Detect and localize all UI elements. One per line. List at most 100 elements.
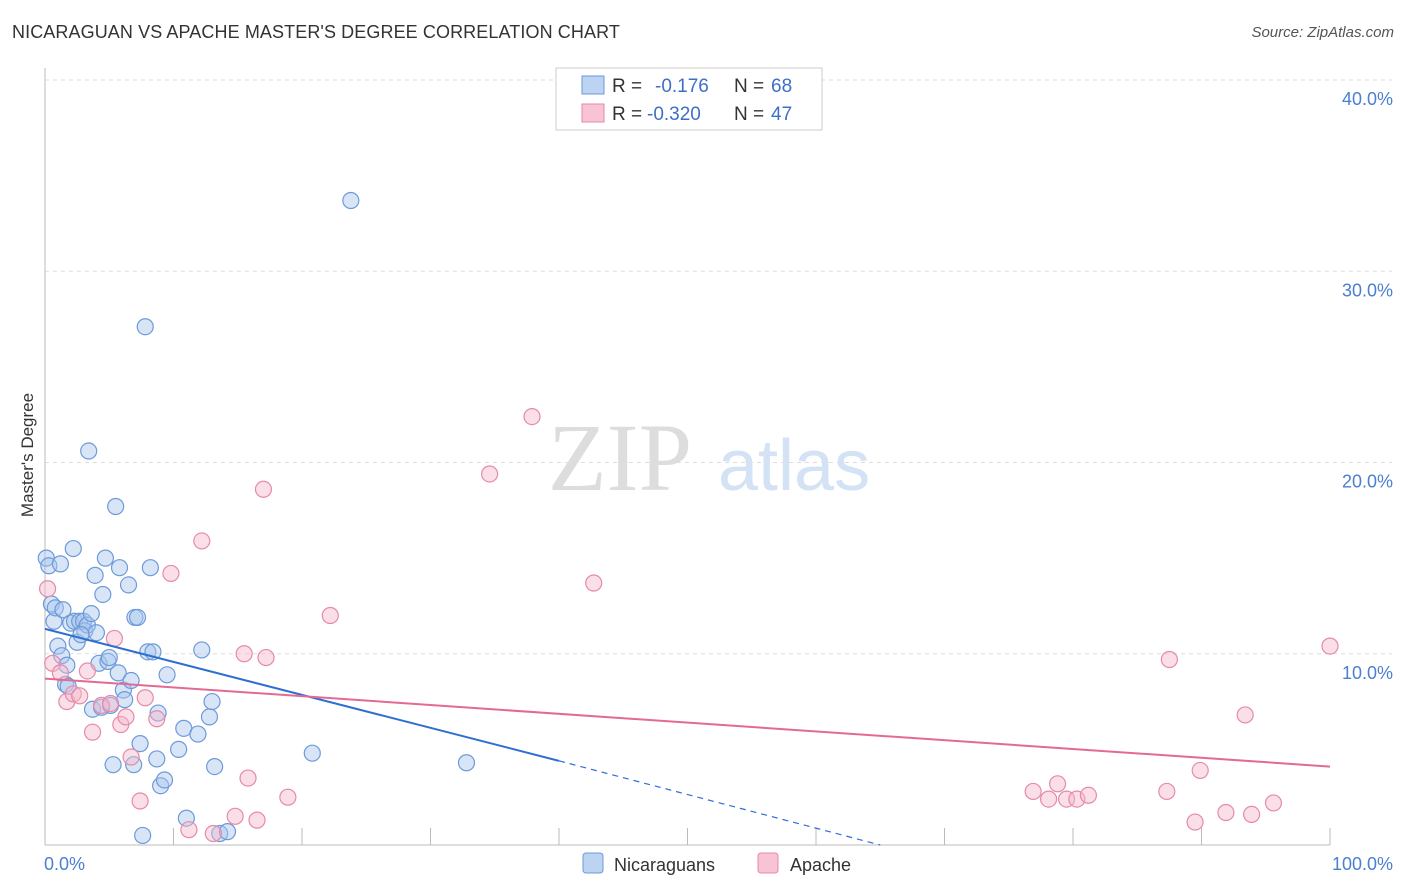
apache-point bbox=[162, 564, 180, 583]
apache-point bbox=[254, 480, 273, 498]
apache-point bbox=[83, 723, 102, 741]
x-tick-label: 0.0% bbox=[44, 854, 85, 874]
apache-point bbox=[148, 710, 166, 728]
series-legend: Nicaraguans Apache bbox=[582, 852, 851, 875]
legend-swatch-pink bbox=[581, 103, 605, 123]
data-points bbox=[37, 191, 1339, 845]
apache-point bbox=[226, 807, 244, 825]
watermark-atlas: atlas bbox=[718, 426, 870, 506]
apache-point bbox=[136, 689, 154, 707]
nicaraguans-point bbox=[107, 497, 125, 516]
apache-point bbox=[481, 465, 499, 483]
nicaraguans-point bbox=[54, 601, 72, 619]
apache-point bbox=[78, 662, 97, 680]
nicaraguans-point bbox=[141, 559, 159, 577]
nicaraguans-point bbox=[51, 555, 70, 573]
apache-point bbox=[1039, 790, 1058, 808]
trend-lines bbox=[44, 627, 1331, 846]
nicaraguans-point bbox=[189, 725, 207, 743]
nicaraguans-point bbox=[94, 585, 112, 604]
nicaraguans-trend-line bbox=[44, 627, 560, 762]
watermark-zip: ZIP bbox=[548, 404, 692, 511]
nicaraguans-point bbox=[342, 191, 360, 210]
apache-point bbox=[1158, 782, 1176, 801]
nicaraguans-point bbox=[303, 744, 321, 762]
nicaraguans-point bbox=[87, 624, 106, 642]
apache-point bbox=[204, 824, 222, 843]
apache-point bbox=[105, 629, 123, 648]
series-swatch-apache bbox=[757, 852, 779, 874]
nicaraguans-point bbox=[149, 704, 167, 722]
series-swatch-nicaraguans bbox=[582, 852, 604, 874]
apache-point bbox=[1186, 813, 1204, 831]
chart-title: NICARAGUAN VS APACHE MASTER'S DEGREE COR… bbox=[12, 22, 620, 42]
nicaraguans-point bbox=[116, 691, 134, 709]
apache-point bbox=[1217, 803, 1235, 822]
nicaraguans-point bbox=[64, 539, 82, 558]
nicaraguans-point bbox=[136, 318, 154, 336]
apache-point bbox=[131, 792, 149, 810]
nicaraguans-point bbox=[86, 566, 104, 584]
apache-point bbox=[1024, 782, 1042, 801]
legend-r-label: R = bbox=[612, 76, 642, 97]
apache-point bbox=[1243, 805, 1261, 824]
legend-n-value: 68 bbox=[771, 76, 792, 97]
nicaraguans-point bbox=[457, 754, 476, 772]
nicaraguans-point bbox=[148, 750, 166, 768]
nicaraguans-point bbox=[131, 735, 149, 753]
nicaraguans-point bbox=[206, 757, 224, 776]
y-tick-label: 10.0% bbox=[1342, 663, 1393, 683]
nicaraguans-point bbox=[155, 771, 174, 789]
nicaraguans-point bbox=[119, 576, 138, 594]
legend-r-value: -0.176 bbox=[655, 76, 709, 97]
apache-point bbox=[122, 748, 140, 766]
apache-point bbox=[321, 606, 339, 625]
nicaraguans-point bbox=[122, 671, 140, 690]
y-tick-label: 40.0% bbox=[1342, 89, 1393, 109]
legend-n-label: N = bbox=[734, 104, 764, 125]
legend-n-label: N = bbox=[734, 76, 764, 97]
apache-point bbox=[1191, 761, 1209, 780]
axes: 10.0% 20.0% 30.0% 40.0% 0.0% 100.0% bbox=[44, 68, 1393, 874]
apache-point bbox=[51, 664, 70, 682]
legend-r-value: -0.320 bbox=[647, 104, 701, 125]
apache-point bbox=[101, 694, 120, 713]
y-tick-label: 30.0% bbox=[1342, 280, 1393, 300]
watermark: ZIP atlas bbox=[548, 404, 870, 511]
apache-trend-line bbox=[44, 677, 1331, 768]
legend-swatch-blue bbox=[581, 75, 605, 95]
nicaraguans-point bbox=[134, 826, 152, 845]
correlation-legend: R = -0.176 N = 68 R = -0.320 N = 47 bbox=[555, 67, 823, 131]
nicaraguans-point bbox=[170, 740, 188, 758]
nicaraguans-point bbox=[110, 559, 129, 577]
apache-point bbox=[235, 645, 253, 663]
apache-point bbox=[1236, 706, 1254, 724]
series-label-nicaraguans: Nicaraguans bbox=[614, 855, 715, 875]
nicaraguans-point bbox=[104, 756, 122, 774]
apache-point bbox=[1264, 794, 1283, 812]
y-axis-title: Master's Degree bbox=[18, 393, 37, 517]
nicaraguans-point bbox=[109, 664, 127, 682]
apache-point bbox=[585, 574, 603, 592]
nicaraguans-point bbox=[158, 666, 176, 684]
apache-point bbox=[1048, 775, 1067, 793]
nicaraguans-point bbox=[218, 823, 237, 841]
nicaraguans-point bbox=[80, 442, 98, 460]
nicaraguans-point bbox=[49, 637, 67, 655]
apache-point bbox=[257, 648, 275, 667]
series-label-apache: Apache bbox=[790, 855, 851, 875]
nicaraguans-point bbox=[96, 549, 114, 567]
apache-point bbox=[193, 532, 211, 550]
apache-point bbox=[279, 788, 297, 806]
nicaraguans-point bbox=[203, 692, 221, 711]
apache-point bbox=[64, 685, 82, 703]
legend-r-label: R = bbox=[612, 104, 642, 125]
apache-point bbox=[1079, 786, 1098, 804]
apache-point bbox=[38, 580, 57, 598]
apache-point bbox=[71, 687, 89, 705]
apache-point bbox=[523, 408, 541, 426]
legend-n-value: 47 bbox=[771, 104, 792, 125]
nicaraguans-point bbox=[200, 708, 219, 726]
apache-point bbox=[1160, 650, 1178, 669]
